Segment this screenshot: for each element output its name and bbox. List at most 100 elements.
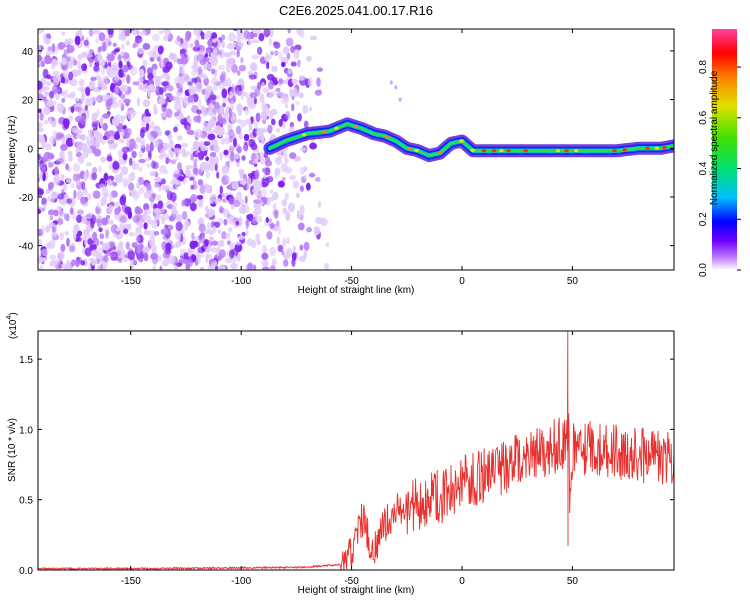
spectrogram-cell bbox=[291, 79, 299, 84]
spectrogram-cell bbox=[101, 217, 109, 226]
ridge-peak bbox=[499, 149, 504, 153]
spectrogram-cell bbox=[142, 116, 151, 124]
spectrogram-cell bbox=[185, 167, 189, 172]
spectrogram-cell bbox=[70, 183, 75, 189]
spectrogram-cell bbox=[138, 219, 144, 229]
ridge-peak bbox=[612, 149, 617, 153]
spectrogram-cell bbox=[194, 259, 199, 266]
spectrogram-cell bbox=[297, 59, 301, 68]
spectrogram-cell bbox=[253, 97, 258, 105]
spectrogram-cell bbox=[151, 192, 157, 199]
spectrogram-cell bbox=[225, 232, 231, 240]
spectrogram-cell bbox=[211, 240, 219, 246]
spectrogram-cell bbox=[254, 121, 259, 130]
spectrogram-cell bbox=[116, 244, 123, 252]
spectrogram-cell bbox=[95, 37, 99, 44]
spectrogram-cell bbox=[41, 197, 47, 206]
snr-x-tick-label: -100 bbox=[231, 576, 251, 587]
spectrogram-cell bbox=[271, 76, 278, 82]
spectrogram-cell bbox=[63, 213, 68, 220]
spectrogram-cell bbox=[308, 172, 316, 178]
spectrogram-cell bbox=[238, 216, 243, 227]
spectrogram-cell bbox=[129, 66, 138, 76]
spectrogram-cell bbox=[315, 216, 323, 225]
spectrogram-cell bbox=[270, 50, 275, 56]
spectrogram-cell bbox=[192, 240, 199, 248]
spectrogram-cell bbox=[217, 229, 221, 234]
spectrogram-cell bbox=[199, 59, 206, 66]
spectrogram-cell bbox=[118, 68, 124, 78]
spectrogram-x-tick-label: -100 bbox=[231, 276, 251, 287]
spectrogram-cell bbox=[84, 247, 92, 257]
spectrogram-cell bbox=[247, 39, 252, 45]
spectrogram-cell bbox=[154, 214, 162, 221]
spectrogram-cell bbox=[91, 147, 96, 154]
spectrogram-cell bbox=[284, 166, 293, 174]
spectrogram-cell bbox=[240, 119, 246, 128]
spectrogram-cell bbox=[209, 152, 217, 158]
spectrogram-cell bbox=[92, 190, 101, 199]
spectrogram-cell bbox=[257, 151, 265, 161]
spectrogram-cell bbox=[170, 180, 177, 185]
spectrogram-cell bbox=[247, 172, 255, 178]
snr-x-tick-label: -50 bbox=[344, 576, 359, 587]
spectrogram-cell bbox=[99, 183, 106, 191]
spectrogram-cell bbox=[219, 185, 223, 195]
spectrogram-cell bbox=[250, 142, 258, 151]
spectrogram-cell bbox=[140, 214, 148, 221]
spectrogram-cell bbox=[193, 158, 198, 168]
spectrogram-cell bbox=[295, 101, 300, 106]
spectrogram-cell bbox=[140, 30, 146, 36]
spectrogram-cell bbox=[87, 237, 93, 246]
spectrogram-cell bbox=[93, 65, 100, 72]
spectrogram-cell bbox=[190, 248, 195, 255]
spectrogram-cell bbox=[43, 203, 48, 209]
spectrogram-background bbox=[38, 29, 330, 270]
spectrogram-cell bbox=[195, 149, 199, 156]
spectrogram-cell bbox=[115, 227, 121, 232]
spectrogram-cell bbox=[223, 149, 229, 156]
spectrogram-cell bbox=[132, 215, 140, 223]
spectrogram-cell bbox=[88, 79, 95, 90]
spectrogram-cell bbox=[255, 112, 261, 123]
spectrogram-cell bbox=[260, 111, 268, 121]
spectrogram-cell bbox=[196, 194, 204, 200]
spectrogram-cell bbox=[274, 50, 279, 56]
spectrogram-cell bbox=[136, 244, 142, 255]
spectrogram-cell bbox=[282, 46, 290, 55]
spectrogram-cell bbox=[60, 173, 65, 180]
spectrogram-cell bbox=[96, 79, 104, 88]
spectrogram-cell bbox=[221, 231, 227, 240]
spectrogram-cell bbox=[173, 242, 180, 249]
spectrogram-cell bbox=[205, 56, 210, 63]
spectrogram-cell bbox=[124, 29, 131, 37]
spectrogram-cell bbox=[144, 208, 152, 215]
spectrogram-cell bbox=[118, 257, 123, 264]
spectrogram-cell bbox=[98, 32, 106, 42]
spectrogram-cell bbox=[287, 29, 291, 34]
spectrogram-cell bbox=[161, 81, 169, 87]
spectrogram-cell bbox=[191, 232, 195, 240]
spectrogram-cell bbox=[309, 142, 317, 150]
spectrogram-cell bbox=[236, 103, 243, 113]
colorbar-tick-label: 0.6 bbox=[698, 110, 709, 124]
spectrogram-cell bbox=[193, 63, 199, 73]
spectrogram-cell bbox=[142, 59, 148, 68]
spectrogram-cell bbox=[209, 194, 215, 205]
spectrogram-cell bbox=[242, 92, 249, 98]
spectrogram-cell bbox=[261, 168, 266, 173]
spectrogram-cell bbox=[244, 107, 250, 116]
spectrogram-cell bbox=[95, 218, 103, 224]
spectrogram-cell bbox=[60, 144, 68, 152]
spectrogram-cell bbox=[271, 90, 279, 96]
spectrogram-cell bbox=[269, 223, 275, 229]
spectrogram-cell bbox=[211, 32, 218, 40]
spectrogram-cell bbox=[38, 55, 41, 65]
spectrogram-cell bbox=[152, 265, 157, 270]
spectrogram-cell bbox=[238, 235, 245, 241]
spectrogram-cell bbox=[98, 165, 102, 173]
spectrogram-cell bbox=[139, 258, 143, 263]
spectrogram-cell bbox=[213, 144, 220, 153]
spectrogram-cell bbox=[157, 200, 164, 209]
spectrogram-cell bbox=[289, 152, 297, 160]
